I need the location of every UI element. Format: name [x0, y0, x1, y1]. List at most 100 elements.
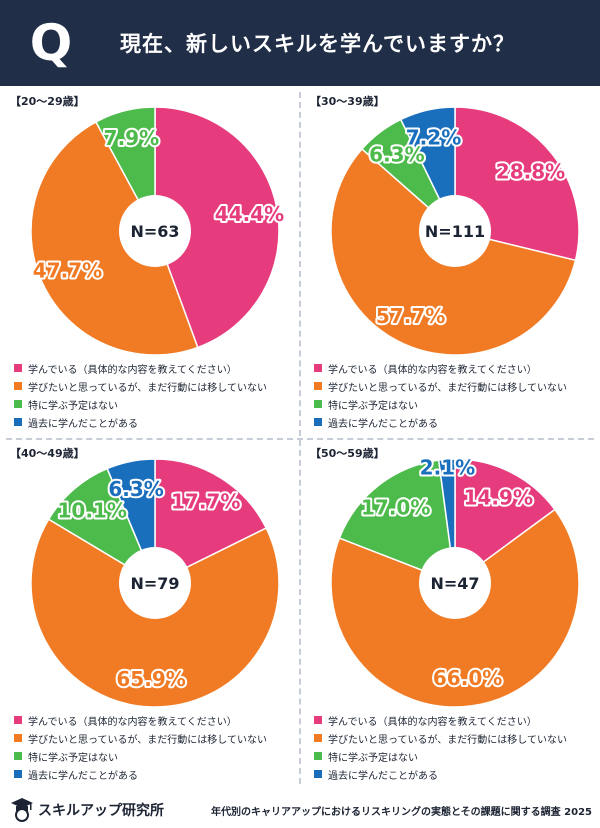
legend-swatch: [314, 418, 322, 426]
legend-item: 学んでいる（具体的な内容を教えてください）: [14, 711, 296, 729]
legend-swatch: [14, 418, 22, 426]
chart-panel-50s: N=47 14.9% 66.0% 17.0% 2.1% 【50〜59歳】 学んでいる（具…: [300, 438, 600, 790]
legend-label: 学んでいる（具体的な内容を教えてください）: [28, 716, 237, 728]
legend-label: 過去に学んだことがある: [328, 418, 438, 430]
data-label: 28.8%: [496, 160, 565, 184]
legend-swatch: [314, 734, 322, 742]
data-label: 17.0%: [361, 496, 430, 520]
question-mark-logo: Q: [29, 14, 73, 72]
age-group-label: 【20〜29歳】: [10, 95, 85, 108]
donut-chart-30s: N=111 28.8% 57.7% 6.3%7.2%: [330, 106, 580, 356]
legend-item: 学んでいる（具体的な内容を教えてください）: [314, 359, 596, 377]
age-group-label: 【40〜49歳】: [10, 447, 85, 460]
donut-hole: [419, 547, 491, 619]
data-label: 7.9%: [104, 126, 159, 150]
data-label: 44.4%: [215, 202, 284, 226]
legend-swatch: [14, 734, 22, 742]
data-label: 6.3%: [108, 477, 163, 501]
legend-label: 学びたいと思っているが、まだ行動には移していない: [328, 734, 567, 746]
source-caption: 年代別のキャリアアップにおけるリスキリングの実態とその課題に関する調査 2025: [210, 807, 592, 818]
legend-label: 学びたいと思っているが、まだ行動には移していない: [28, 734, 267, 746]
chart-panel-30s: N=111 28.8% 57.7% 6.3% 7.2% 【30〜39歳】 学んでいる（具…: [300, 86, 600, 438]
donut-chart-50s: N=47 14.9% 66.0% 17.0% 2.1%: [330, 453, 580, 708]
charts-grid: N=63 44.4% 47.7% 7.9% 【20〜29歳】 学んでいる（具体的な内容…: [0, 86, 600, 790]
footer: スキルアップ研究所 年代別のキャリアアップにおけるリスキリングの実態とその課題に…: [0, 790, 600, 828]
sample-size-label: N=63: [130, 222, 179, 241]
legend-swatch: [314, 752, 322, 760]
legend-label: 過去に学んだことがある: [28, 418, 138, 430]
legend-item: 学びたいと思っているが、まだ行動には移していない: [314, 377, 596, 395]
chart-panel-40s: N=79 17.7% 65.9% 10.1% 6.3% 【40〜49歳】 学んでいる（具…: [0, 438, 300, 790]
chart-legend: 学んでいる（具体的な内容を教えてください） 学びたいと思っているが、まだ行動には移…: [314, 711, 596, 783]
legend-item: 特に学ぶ予定はない: [314, 395, 596, 413]
data-label: 65.9%: [116, 667, 185, 691]
legend-swatch: [314, 716, 322, 724]
legend-swatch: [314, 364, 322, 372]
legend-label: 特に学ぶ予定はない: [328, 400, 418, 412]
legend-item: 学んでいる（具体的な内容を教えてください）: [314, 711, 596, 729]
legend-label: 学びたいと思っているが、まだ行動には移していない: [28, 382, 267, 394]
legend-item: 学びたいと思っているが、まだ行動には移していない: [14, 377, 296, 395]
donut-chart-20s: N=63 44.4% 47.7% 7.9%: [30, 106, 286, 356]
pie-slice: [454, 458, 556, 585]
age-group-label: 【30〜39歳】: [310, 95, 385, 108]
horizontal-divider: [6, 438, 594, 440]
legend-label: 過去に学んだことがある: [328, 770, 438, 782]
data-label: 2.1%: [420, 455, 475, 479]
data-label: 10.1%: [58, 498, 127, 522]
page-title: 現在、新しいスキルを学んでいますか？: [120, 32, 515, 56]
legend-swatch: [314, 400, 322, 408]
legend-label: 学んでいる（具体的な内容を教えてください）: [328, 364, 537, 376]
pie-slice: [338, 459, 456, 585]
legend-label: 特に学ぶ予定はない: [28, 400, 118, 412]
legend-swatch: [14, 770, 22, 778]
legend-swatch: [314, 770, 322, 778]
pie-slice: [154, 458, 268, 585]
legend-swatch: [14, 364, 22, 372]
chart-legend: 学んでいる（具体的な内容を教えてください） 学びたいと思っているが、まだ行動には移…: [14, 711, 296, 783]
donut-hole: [119, 195, 191, 267]
chart-panel-20s: N=63 44.4% 47.7% 7.9% 【20〜29歳】 学んでいる（具体的な内容…: [0, 86, 300, 438]
header-bar: Q 現在、新しいスキルを学んでいますか？: [0, 0, 600, 86]
legend-item: 学びたいと思っているが、まだ行動には移していない: [314, 729, 596, 747]
data-label: 17.7%: [171, 490, 240, 514]
legend-swatch: [14, 382, 22, 390]
data-label: 66.0%: [433, 666, 502, 690]
donut-hole: [419, 195, 491, 267]
legend-swatch: [14, 716, 22, 724]
chart-legend: 学んでいる（具体的な内容を教えてください） 学びたいと思っているが、まだ行動には移…: [314, 359, 596, 431]
sample-size-label: N=47: [430, 574, 479, 593]
pie-slice: [154, 106, 280, 349]
chart-legend: 学んでいる（具体的な内容を教えてください） 学びたいと思っているが、まだ行動には移…: [14, 359, 296, 431]
legend-label: 特に学ぶ予定はない: [28, 752, 118, 764]
legend-label: 特に学ぶ予定はない: [328, 752, 418, 764]
legend-item: 特に学ぶ予定はない: [314, 747, 596, 765]
legend-item: 学びたいと思っているが、まだ行動には移していない: [14, 729, 296, 747]
pie-slice: [47, 467, 157, 585]
data-label: 6.3%: [369, 143, 424, 167]
sample-size-label: N=111: [425, 222, 485, 241]
data-label: 47.7%: [33, 259, 102, 283]
legend-label: 過去に学んだことがある: [28, 770, 138, 782]
legend-item: 特に学ぶ予定はない: [14, 747, 296, 765]
data-label: 7.2%: [406, 125, 461, 149]
legend-label: 学びたいと思っているが、まだ行動には移していない: [328, 382, 567, 394]
legend-label: 学んでいる（具体的な内容を教えてください）: [28, 364, 237, 376]
donut-chart-40s: N=79 17.7% 65.9% 10.1%6.3%: [30, 458, 280, 708]
legend-swatch: [314, 382, 322, 390]
data-label: 57.7%: [376, 304, 445, 328]
legend-item: 過去に学んだことがある: [314, 765, 596, 783]
legend-label: 学んでいる（具体的な内容を教えてください）: [328, 716, 537, 728]
legend-item: 過去に学んだことがある: [14, 413, 296, 431]
data-label: 14.9%: [464, 485, 533, 509]
graduation-cap-logo-icon: [11, 798, 33, 822]
brand-logo-text: スキルアップ研究所: [38, 803, 164, 819]
age-group-label: 【50〜59歳】: [310, 447, 385, 460]
legend-item: 特に学ぶ予定はない: [14, 395, 296, 413]
donut-hole: [119, 547, 191, 619]
sample-size-label: N=79: [130, 574, 179, 593]
legend-swatch: [14, 752, 22, 760]
legend-item: 学んでいる（具体的な内容を教えてください）: [14, 359, 296, 377]
pie-slice: [30, 120, 199, 356]
legend-item: 過去に学んだことがある: [314, 413, 596, 431]
